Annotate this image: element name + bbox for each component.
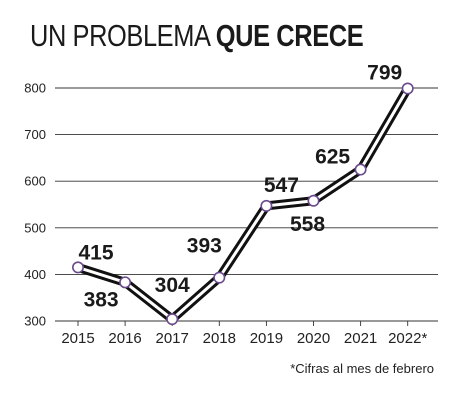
footnote: *Cifras al mes de febrero (290, 361, 434, 376)
y-tick-label-700: 700 (24, 127, 46, 142)
x-tick-label-5: 2020 (297, 330, 330, 347)
series-line (76, 86, 412, 325)
x-axis-ticks: 2015 2016 2017 2018 2019 2020 2021 2022* (61, 321, 427, 347)
y-tick-label-600: 600 (24, 174, 46, 189)
data-label-2020: 558 (290, 213, 325, 236)
data-point-2015 (72, 261, 85, 274)
data-label-2019: 547 (264, 174, 299, 197)
chart-title-light: UN PROBLEMA (30, 18, 210, 53)
data-point-2016 (119, 276, 132, 289)
x-tick-label-0: 2015 (61, 330, 94, 347)
x-tick-label-7: 2022* (388, 330, 427, 347)
gridlines (55, 87, 438, 322)
data-point-2021 (354, 163, 367, 176)
x-tick-label-2: 2017 (156, 330, 189, 347)
x-tick-label-6: 2021 (344, 330, 377, 347)
data-points (72, 82, 414, 326)
y-tick-label-300: 300 (24, 314, 46, 329)
y-axis-ticks: 300 400 500 600 700 800 (24, 81, 46, 329)
data-point-2022* (401, 82, 414, 95)
data-label-2018: 393 (187, 235, 222, 258)
data-point-2018 (213, 271, 226, 284)
y-tick-label-800: 800 (24, 81, 46, 96)
data-label-2021: 625 (315, 146, 350, 169)
chart-title-bold: QUE CRECE (215, 18, 364, 53)
y-tick-label-400: 400 (24, 267, 46, 282)
x-tick-label-1: 2016 (108, 330, 141, 347)
data-point-2019 (260, 199, 273, 212)
y-tick-label-500: 500 (24, 220, 46, 235)
data-label-2016: 383 (84, 288, 119, 311)
data-point-2017 (166, 313, 179, 326)
data-label-2022*: 799 (367, 61, 402, 84)
x-tick-label-4: 2019 (250, 330, 283, 347)
data-label-2017: 304 (155, 274, 190, 297)
data-label-2015: 415 (78, 241, 113, 264)
x-tick-label-3: 2018 (203, 330, 236, 347)
chart-title: UN PROBLEMA QUE CRECE (30, 18, 364, 53)
data-labels: 415 383 304 393 547 558 625 799 (78, 61, 402, 311)
series-line-inner (77, 87, 409, 322)
data-point-2020 (307, 194, 320, 207)
